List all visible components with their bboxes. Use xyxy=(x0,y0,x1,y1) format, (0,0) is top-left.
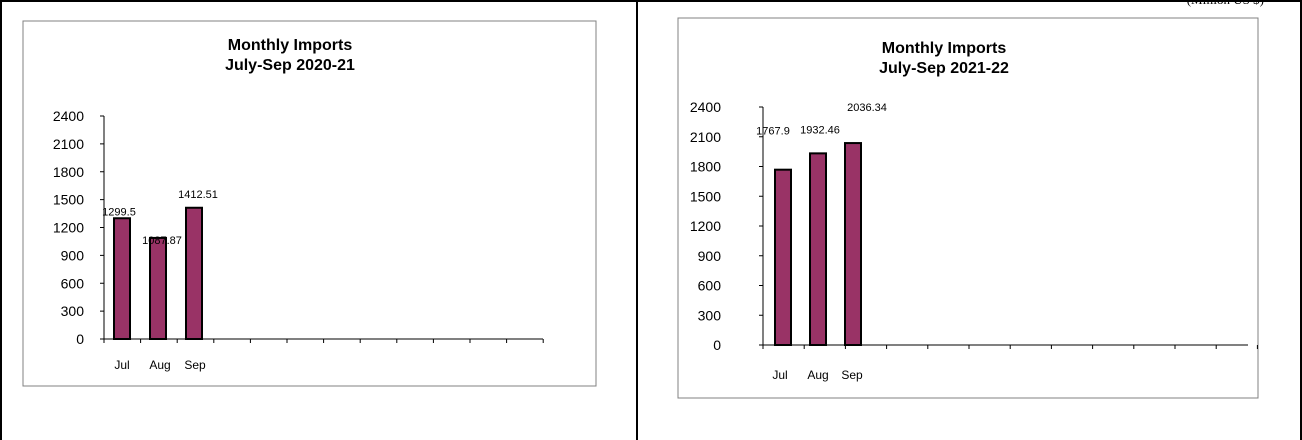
y-tick-label: 2400 xyxy=(53,108,84,124)
chart-subtitle: July-Sep 2021-22 xyxy=(879,60,1009,77)
data-label: 1412.51 xyxy=(178,189,218,201)
y-tick-label: 2100 xyxy=(690,129,721,145)
x-category-label: Aug xyxy=(807,368,828,382)
y-tick-label: 1200 xyxy=(690,218,721,234)
data-label: 1767.9 xyxy=(756,126,790,138)
data-label: 2036.34 xyxy=(847,102,887,114)
y-tick-label: 300 xyxy=(61,303,85,319)
chart-title: Monthly Imports xyxy=(228,37,353,54)
bar-jul xyxy=(774,168,792,346)
data-label: 1932.46 xyxy=(800,124,840,136)
y-tick-label: 600 xyxy=(61,275,85,291)
data-label: 1299.5 xyxy=(102,206,136,218)
y-tick-label: 600 xyxy=(698,278,722,294)
x-category-label: Jul xyxy=(772,368,787,382)
y-tick-label: 1200 xyxy=(53,220,84,236)
chart-subtitle: July-Sep 2020-21 xyxy=(225,57,355,74)
bar-sep xyxy=(185,206,203,340)
chart-frame xyxy=(22,20,597,387)
table-left-border xyxy=(0,0,2,440)
bar-aug xyxy=(809,152,827,346)
table-top-border xyxy=(0,0,1302,2)
y-tick-label: 0 xyxy=(76,331,84,347)
y-tick-label: 1800 xyxy=(53,164,84,180)
table-middle-border xyxy=(636,0,638,440)
x-category-label: Jul xyxy=(114,358,129,372)
bar-sep xyxy=(844,142,862,346)
y-tick-label: 1800 xyxy=(690,159,721,175)
x-category-label: Sep xyxy=(841,368,863,382)
data-label: 1087.87 xyxy=(142,235,182,247)
y-tick-label: 0 xyxy=(713,337,721,353)
unit-label: (Million US $) xyxy=(1187,0,1264,8)
y-tick-label: 900 xyxy=(61,247,85,263)
bar-jul xyxy=(113,217,131,340)
table-right-border xyxy=(1300,0,1302,440)
imports-chart-2021-22: Monthly Imports July-Sep 2021-22 0 300 600 90… xyxy=(677,17,1259,399)
bar-aug xyxy=(149,236,167,340)
x-category-label: Sep xyxy=(184,358,206,372)
y-tick-label: 1500 xyxy=(690,188,721,204)
y-tick-label: 2100 xyxy=(53,136,84,152)
y-tick-label: 1500 xyxy=(53,192,84,208)
y-tick-label: 300 xyxy=(698,307,722,323)
imports-chart-2020-21: Monthly Imports July-Sep 2020-21 0 300 600 90… xyxy=(22,20,597,387)
x-category-label: Aug xyxy=(149,358,170,372)
chart-title: Monthly Imports xyxy=(882,40,1007,57)
y-tick-label: 2400 xyxy=(690,99,721,115)
y-tick-label: 900 xyxy=(698,248,722,264)
